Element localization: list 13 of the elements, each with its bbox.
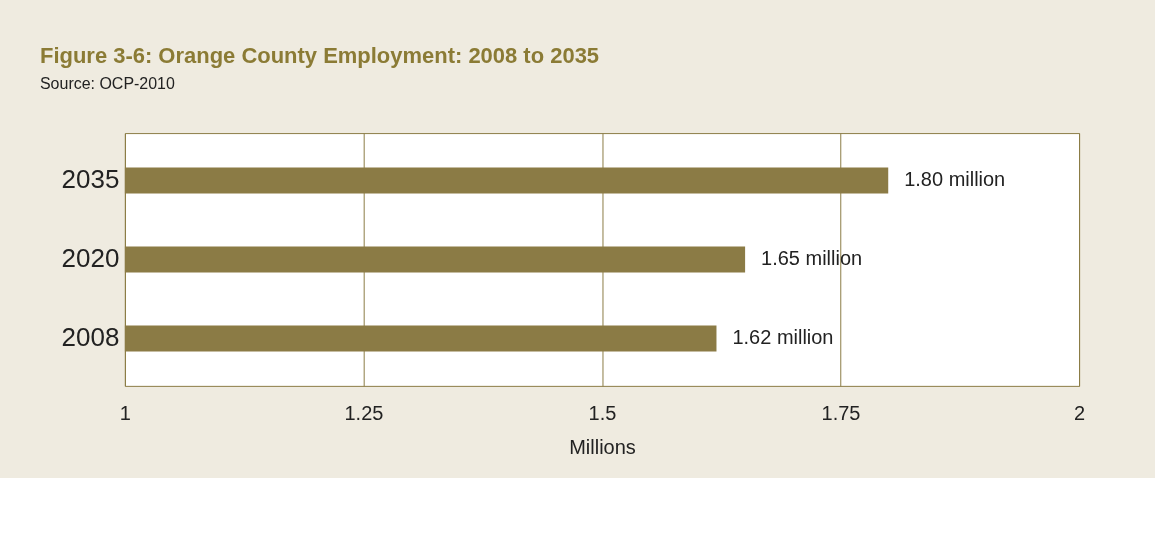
data-label: 1.80 million bbox=[904, 168, 1006, 191]
y-tick-label: 2020 bbox=[61, 243, 120, 274]
x-tick-label: 1 bbox=[119, 402, 131, 425]
y-tick-label: 2035 bbox=[61, 164, 120, 195]
x-tick-label: 1.75 bbox=[821, 402, 861, 425]
chart-title: Figure 3-6: Orange County Employment: 2008 to 2035 bbox=[39, 43, 600, 69]
x-tick-label: 1.25 bbox=[344, 402, 384, 425]
x-tick-label: 1.5 bbox=[588, 402, 617, 425]
y-tick-label: 2008 bbox=[61, 322, 120, 353]
data-label: 1.62 million bbox=[732, 326, 834, 349]
chart-subtitle: Source: OCP-2010 bbox=[39, 75, 175, 93]
x-tick-label: 2 bbox=[1074, 402, 1086, 425]
x-axis-title: Millions bbox=[569, 436, 636, 459]
